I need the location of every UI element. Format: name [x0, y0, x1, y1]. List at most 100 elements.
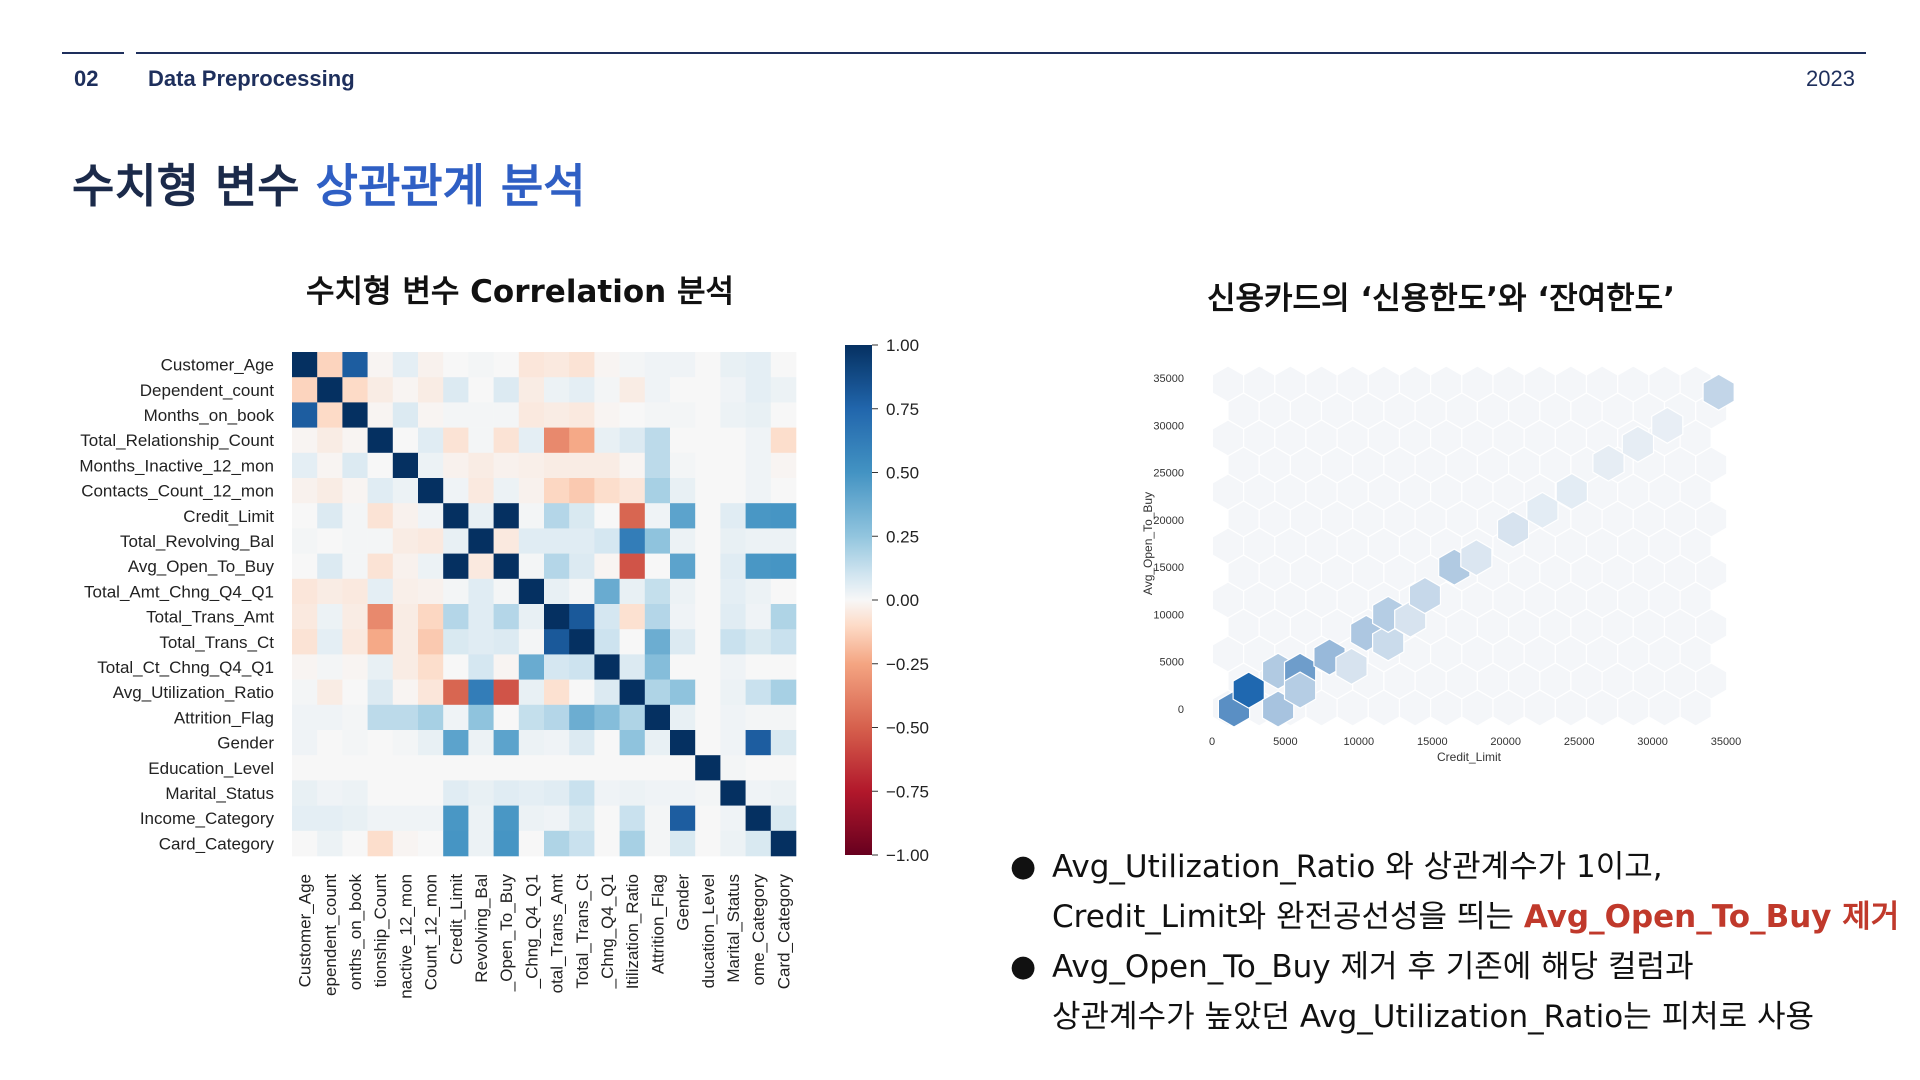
heatmap-cell: [317, 452, 343, 479]
heatmap-cell: [569, 528, 595, 554]
heatmap-cell: [443, 805, 469, 832]
hexbin-cell: [1702, 373, 1735, 411]
heatmap-cell: [317, 629, 343, 655]
heatmap-cell: [468, 805, 494, 832]
heatmap-cell: [770, 402, 797, 428]
heatmap-cell: [518, 452, 545, 479]
heatmap-cell: [544, 553, 570, 580]
colorbar-tick-label: −0.75: [886, 782, 929, 801]
heatmap-cell: [644, 654, 671, 680]
heatmap-cell: [695, 805, 721, 832]
heatmap-cell: [292, 352, 318, 378]
heatmap-cell: [367, 427, 394, 454]
heatmap-cell: [644, 755, 671, 781]
colorbar-tick-label: 0.50: [886, 464, 919, 483]
heatmap-cell: [745, 805, 772, 832]
heatmap-cell: [367, 679, 394, 706]
heatmap-cell: [317, 805, 343, 832]
heatmap-cell: [342, 755, 368, 781]
heatmap-cell: [443, 730, 469, 756]
heatmap-cell: [292, 654, 318, 680]
heatmap-cell: [619, 629, 646, 655]
heatmap-cell: [770, 830, 797, 857]
heatmap-cell: [418, 604, 444, 630]
heatmap-cell: [670, 629, 696, 655]
bullet-2-line-1: Avg_Open_To_Buy 제거 후 기존에 해당 컬럼과: [1052, 949, 1694, 985]
heatmap-cell: [770, 528, 797, 554]
heatmap-cell: [720, 578, 746, 605]
heatmap-cell: [518, 427, 545, 454]
heatmap-cell: [594, 604, 620, 630]
colorbar-tick-label: −1.00: [886, 846, 929, 865]
heatmap-cell: [544, 780, 570, 806]
heatmap-cell: [443, 427, 469, 454]
heatmap-cell: [745, 654, 772, 680]
heatmap-cell: [317, 730, 343, 756]
bullet-1-line-1: Avg_Utilization_Ratio 와 상관계수가 1이고,: [1052, 849, 1663, 885]
heatmap-cell: [292, 503, 318, 529]
heatmap-cell: [317, 780, 343, 806]
heatmap-cell: [594, 730, 620, 756]
heatmap-cell: [569, 377, 595, 403]
heatmap-cell: [342, 730, 368, 756]
heatmap-cell: [443, 679, 469, 706]
heatmap-cell: [594, 755, 620, 781]
heatmap-cell: [619, 780, 646, 806]
heatmap-cell: [292, 679, 318, 706]
heatmap-cell: [619, 528, 646, 554]
heatmap-cell: [695, 352, 721, 378]
hexbin-x-tick: 20000: [1490, 736, 1521, 748]
heatmap-cell: [720, 730, 746, 756]
heatmap-cell: [619, 704, 646, 731]
heatmap-cell: [443, 780, 469, 806]
heatmap-cell: [468, 427, 494, 454]
heatmap-cell: [619, 377, 646, 403]
heatmap-cell: [544, 402, 570, 428]
hexbin-y-tick: 25000: [1153, 468, 1184, 480]
heatmap-cell: [544, 427, 570, 454]
year-label: 2023: [1806, 66, 1855, 91]
heatmap-cell: [670, 578, 696, 605]
heatmap-cell: [644, 427, 671, 454]
colorbar-tick-label: 0.25: [886, 527, 919, 546]
heatmap-cell: [493, 704, 520, 731]
heatmap-cell: [367, 805, 394, 832]
heatmap-cell: [392, 578, 419, 605]
heatmap-cell: [670, 755, 696, 781]
heatmap-cell: [770, 629, 797, 655]
heatmap-x-label: Customer_Age: [296, 874, 315, 987]
heatmap-cell: [619, 604, 646, 630]
colorbar: [845, 345, 872, 855]
heatmap-cell: [695, 578, 721, 605]
heatmap-cell: [443, 452, 469, 479]
heatmap-cell: [518, 402, 545, 428]
correlation-heatmap: Customer_Age Dependent_count Months_on_boo…: [79, 336, 929, 999]
heatmap-cell: [493, 578, 520, 605]
heatmap-cell: [443, 704, 469, 731]
heatmap-cell: [770, 780, 797, 806]
heatmap-cell: [594, 402, 620, 428]
heatmap-cell: [670, 352, 696, 378]
heatmap-cell: [392, 830, 419, 857]
heatmap-cell: [493, 452, 520, 479]
heatmap-y-label: Education_Level: [148, 759, 274, 778]
heatmap-cell: [695, 452, 721, 479]
heatmap-cell: [745, 402, 772, 428]
heatmap-cell: [770, 654, 797, 680]
heatmap-cell: [670, 780, 696, 806]
heatmap-cell: [518, 780, 545, 806]
heatmap-cell: [493, 780, 520, 806]
heatmap-cell: [544, 805, 570, 832]
heatmap-cell: [544, 503, 570, 529]
heatmap-cell: [594, 578, 620, 605]
heatmap-cell: [367, 503, 394, 529]
heatmap-cell: [670, 503, 696, 529]
heatmap-cell: [670, 553, 696, 580]
heatmap-title: 수치형 변수 Correlation 분석: [306, 274, 735, 310]
heatmap-cell: [745, 528, 772, 554]
heatmap-cell: [392, 704, 419, 731]
heatmap-cell: [367, 402, 394, 428]
heatmap-cell: [392, 402, 419, 428]
hexbin-x-axis-label: Credit_Limit: [1437, 750, 1502, 764]
heatmap-x-label: Credit_Limit: [447, 874, 466, 965]
